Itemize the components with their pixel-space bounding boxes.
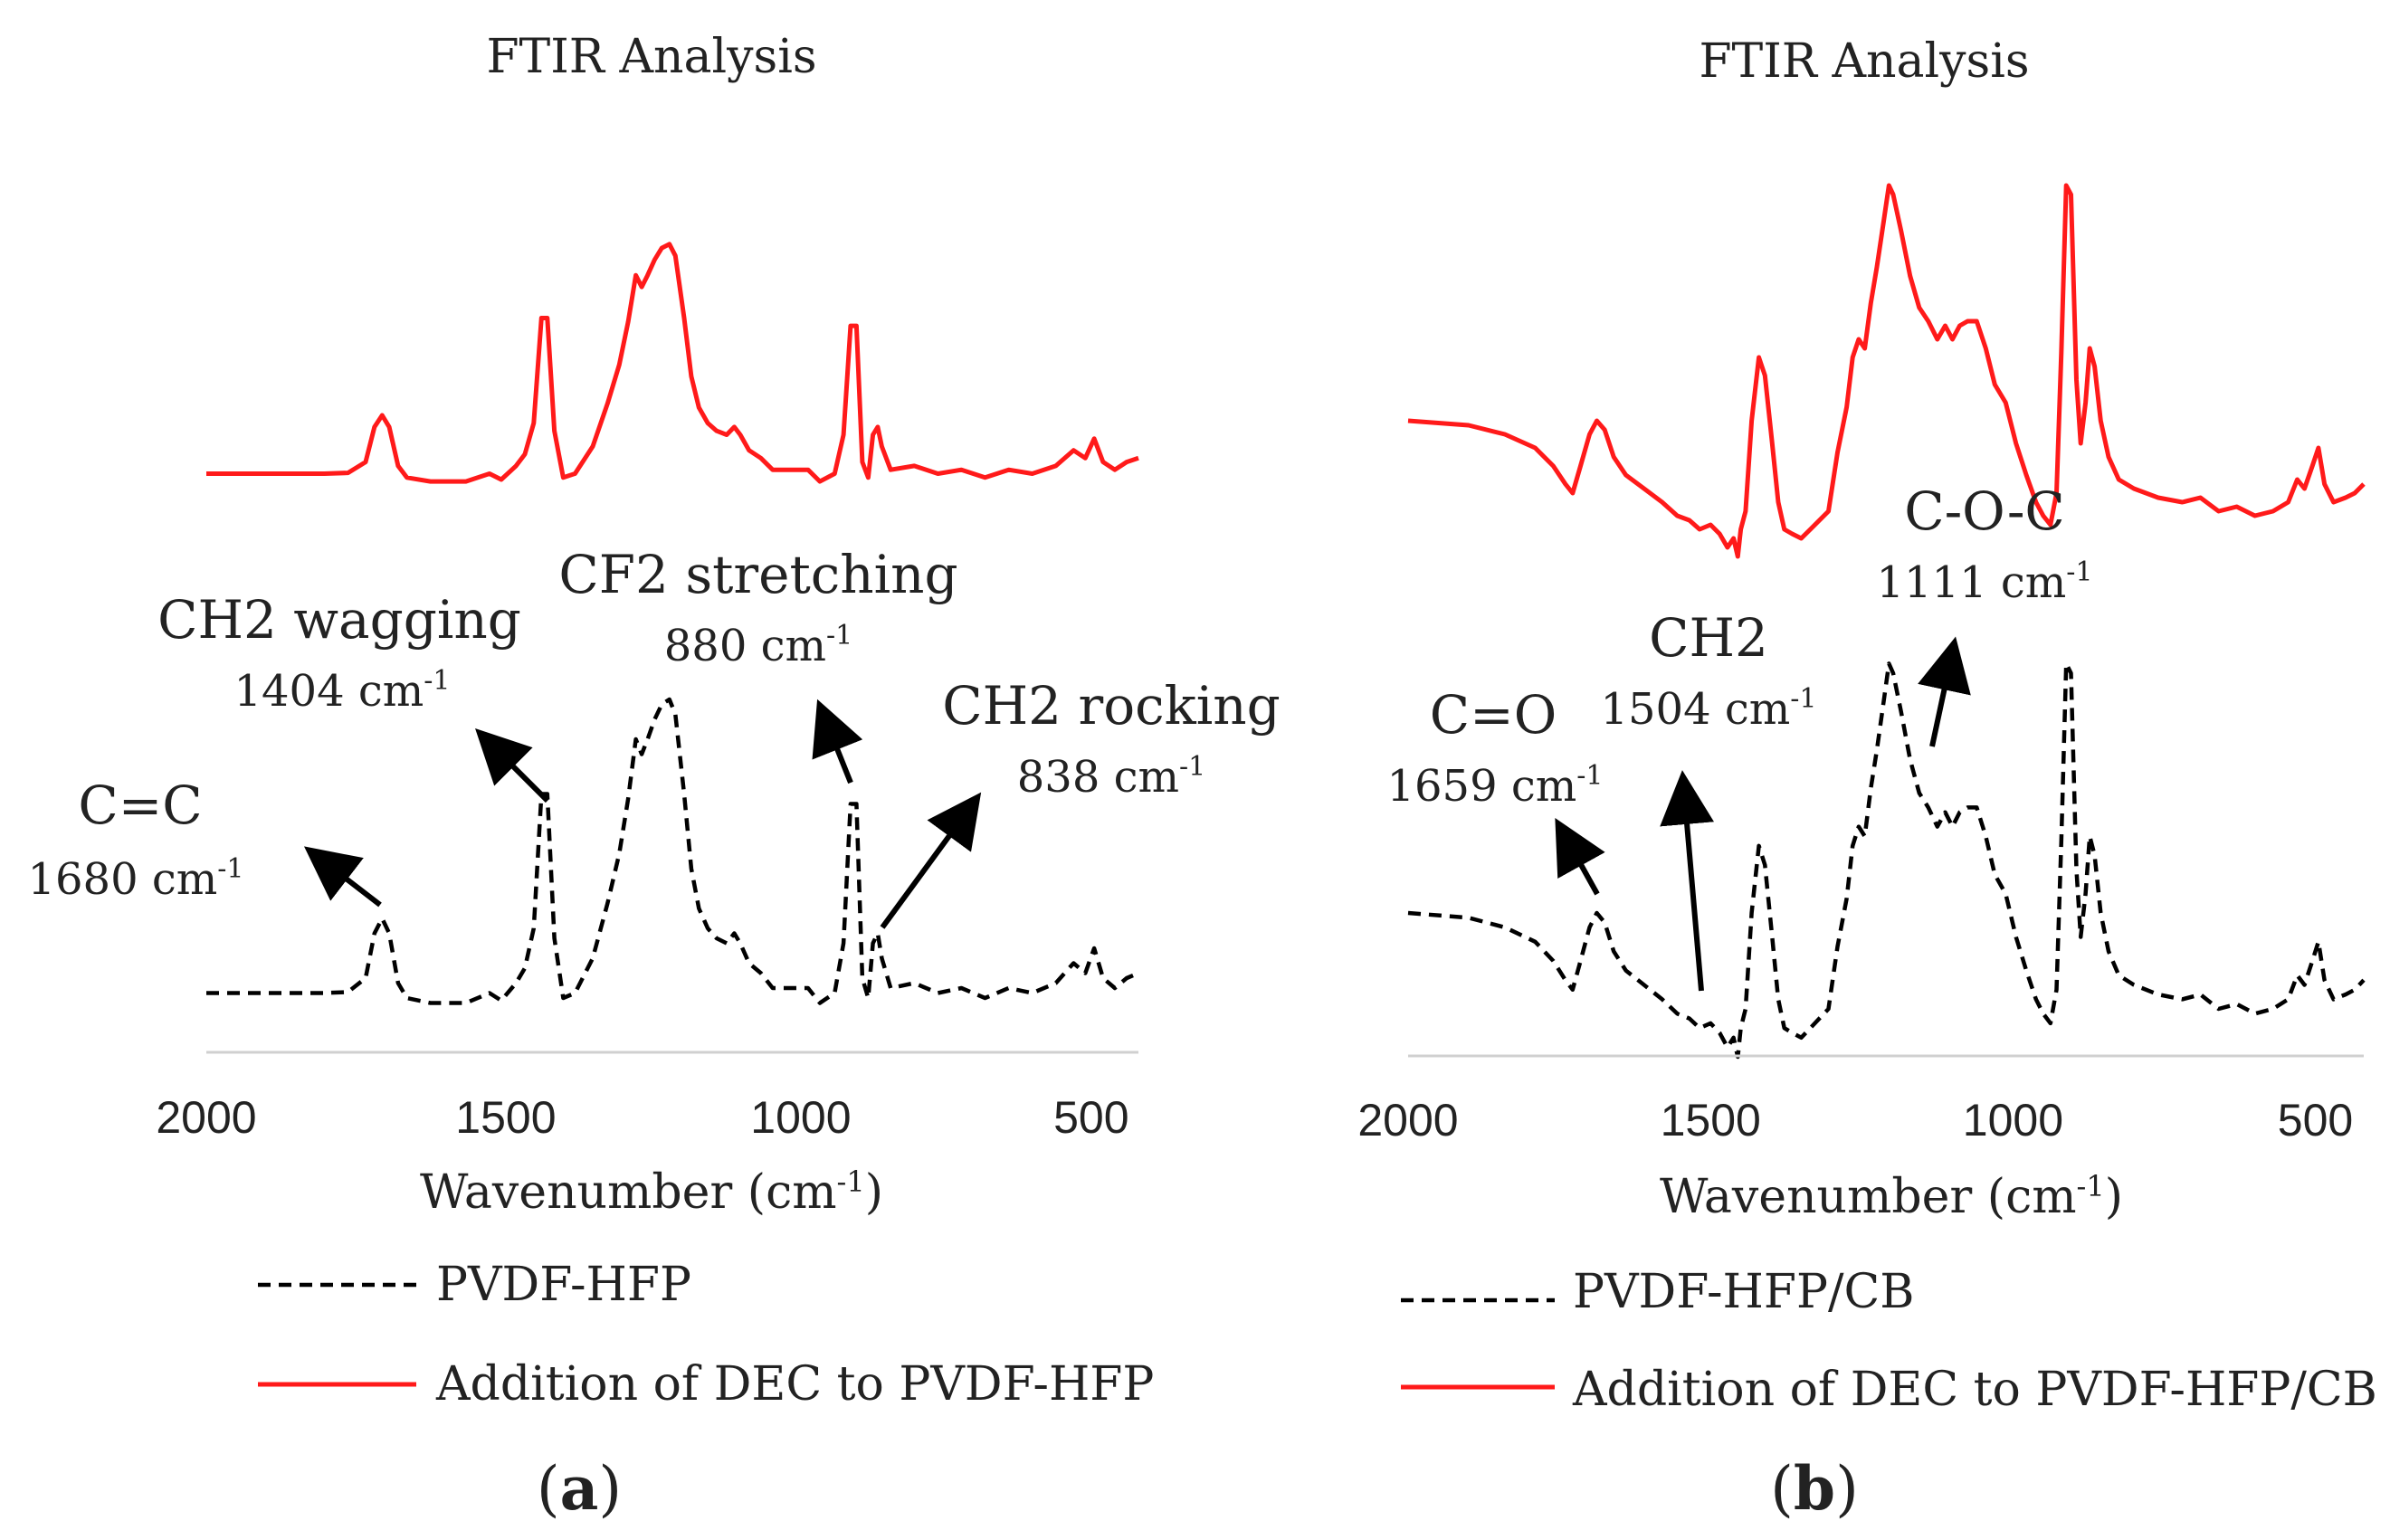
x-tick-label: 1500 <box>455 1092 556 1143</box>
annotation-co-value: 1659 cm-1 <box>1386 760 1603 812</box>
legend-a-base-label: PVDF-HFP <box>436 1258 691 1312</box>
annotation-ch2-wagging-value: 1404 cm-1 <box>233 665 450 717</box>
panel-a-annotation-ch2-rocking: CH2 rocking 838 cm-1 <box>880 675 1281 929</box>
panel-b-x-axis-label: Wavenumber (cm-1) <box>1660 1169 2123 1224</box>
panel-a-legend: PVDF-HFP Addition of DEC to PVDF-HFP <box>258 1258 1154 1412</box>
x-tick-label: 1000 <box>750 1092 851 1143</box>
x-tick-label: 2000 <box>1357 1095 1458 1145</box>
annotation-coc-name: C-O-C <box>1904 480 2065 542</box>
x-tick-label: 500 <box>2278 1095 2353 1145</box>
annotation-ch2-value: 1504 cm-1 <box>1600 683 1816 735</box>
annotation-ch2-wagging-name: CH2 wagging <box>157 589 521 651</box>
panel-b-annotation-coc: C-O-C 1111 cm-1 <box>1876 480 2093 747</box>
annotation-co-name: C=O <box>1430 684 1557 746</box>
x-tick-label: 1000 <box>1963 1095 2063 1145</box>
annotation-cf2-stretching-name: CF2 stretching <box>558 544 957 605</box>
annotation-co-arrow <box>1555 818 1605 896</box>
panel-b-annotation-co: C=O 1659 cm-1 <box>1386 684 1605 896</box>
panel-a-x-ticks: 2000 1500 1000 500 <box>156 1092 1128 1143</box>
panel-a-annotation-cf2-stretching: CF2 stretching 880 cm-1 <box>558 544 958 784</box>
panel-a: FTIR Analysis 2000 1500 1000 500 Wavenumber… <box>27 30 1280 1524</box>
annotation-coc-value: 1111 cm-1 <box>1876 556 2092 608</box>
annotation-ch2-arrow <box>1660 770 1714 992</box>
x-tick-label: 500 <box>1053 1092 1128 1143</box>
panel-a-series-dec-curve <box>206 242 1139 484</box>
annotation-ch2-rocking-arrow <box>880 792 982 929</box>
panel-a-series-base-curve <box>206 697 1139 1005</box>
annotation-ch2-name: CH2 <box>1649 607 1768 669</box>
legend-b-dec-label: Addition of DEC to PVDF-HFP/CB <box>1572 1363 2377 1417</box>
panel-b: FTIR Analysis 2000 1500 1000 500 Wavenumber… <box>1357 34 2376 1524</box>
panel-a-annotation-cc: C=C 1680 cm-1 <box>27 775 382 908</box>
panel-a-x-axis-label: Wavenumber (cm-1) <box>420 1165 883 1220</box>
annotation-ch2-rocking-name: CH2 rocking <box>942 675 1281 737</box>
panel-b-label: (b) <box>1770 1453 1859 1524</box>
panel-b-legend: PVDF-HFP/CB Addition of DEC to PVDF-HFP/… <box>1401 1265 2377 1417</box>
annotation-cc-value: 1680 cm-1 <box>27 853 243 905</box>
panel-b-x-ticks: 2000 1500 1000 500 <box>1357 1095 2353 1145</box>
x-tick-label: 2000 <box>156 1092 256 1143</box>
annotation-ch2-wagging-arrow <box>475 728 550 803</box>
annotation-cc-name: C=C <box>78 775 202 836</box>
panel-a-annotation-ch2-wagging: CH2 wagging 1404 cm-1 <box>157 589 550 803</box>
panel-a-label: (a) <box>537 1453 622 1524</box>
panel-b-title: FTIR Analysis <box>1699 34 2029 89</box>
legend-b-base-label: PVDF-HFP/CB <box>1573 1265 1914 1319</box>
annotation-cf2-stretching-value: 880 cm-1 <box>664 620 853 671</box>
x-tick-label: 1500 <box>1661 1095 1761 1145</box>
panel-a-title: FTIR Analysis <box>486 30 816 84</box>
annotation-cf2-stretching-arrow <box>812 699 863 784</box>
annotation-ch2-rocking-value: 838 cm-1 <box>1017 751 1206 803</box>
legend-a-dec-label: Addition of DEC to PVDF-HFP <box>435 1357 1154 1412</box>
panel-b-series-base-curve <box>1407 661 2366 1060</box>
panel-b-series-dec-curve <box>1407 183 2366 559</box>
annotation-coc-arrow <box>1918 636 1971 747</box>
panel-b-annotation-ch2: CH2 1504 cm-1 <box>1600 607 1817 992</box>
annotation-cc-arrow <box>303 846 382 908</box>
